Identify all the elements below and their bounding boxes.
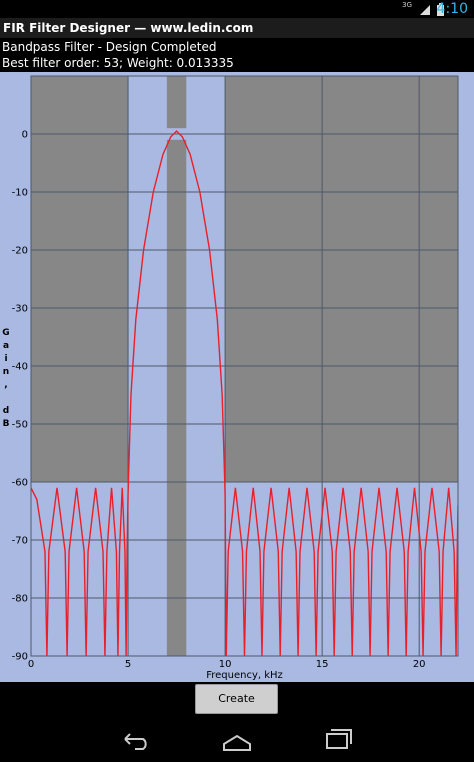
- y-tick-label: 0: [22, 130, 28, 141]
- back-button[interactable]: [124, 733, 147, 750]
- create-email-button[interactable]: Create Email...: [195, 684, 278, 733]
- recents-button[interactable]: [326, 729, 352, 749]
- y-tick-label: -80: [12, 594, 28, 605]
- y-tick-label: -30: [12, 304, 28, 315]
- status-icons: [420, 3, 444, 16]
- spec-region: [166, 76, 187, 129]
- network-indicator: 3G: [402, 1, 412, 9]
- status-message: Bandpass Filter - Design Completed: [2, 40, 217, 54]
- home-button[interactable]: [223, 734, 251, 751]
- x-tick-label: 0: [28, 659, 34, 670]
- y-tick-label: -20: [12, 246, 28, 257]
- x-tick-label: 10: [219, 659, 232, 670]
- y-axis-label: Gain, dB: [1, 328, 11, 432]
- spec-region: [225, 76, 458, 482]
- y-tick-label: -90: [12, 652, 28, 663]
- y-tick-label: -60: [12, 478, 28, 489]
- status-bar: 3G 4:10: [0, 0, 474, 18]
- clock: 4:10: [436, 1, 468, 17]
- response-curve: [31, 130, 458, 656]
- y-tick-label: -40: [12, 362, 28, 373]
- x-tick-label: 20: [413, 659, 426, 670]
- y-tick-label: -50: [12, 420, 28, 431]
- nav-bar: [0, 720, 474, 758]
- y-tick-label: -70: [12, 536, 28, 547]
- spec-region: [31, 76, 129, 482]
- x-tick-label: 5: [125, 659, 131, 670]
- nav-icons: [124, 729, 352, 751]
- status-message: Best filter order: 53; Weight: 0.013335: [2, 56, 234, 70]
- x-axis-label: Frequency, kHz: [206, 670, 283, 681]
- y-tick-label: -10: [12, 188, 28, 199]
- spec-region: [166, 139, 187, 656]
- app-title: FIR Filter Designer — www.ledin.com: [0, 18, 474, 38]
- x-tick-label: 15: [316, 659, 329, 670]
- chart: 0-10-20-30-40-50-60-70-80-900 5 10 15 20Freq…: [0, 72, 474, 682]
